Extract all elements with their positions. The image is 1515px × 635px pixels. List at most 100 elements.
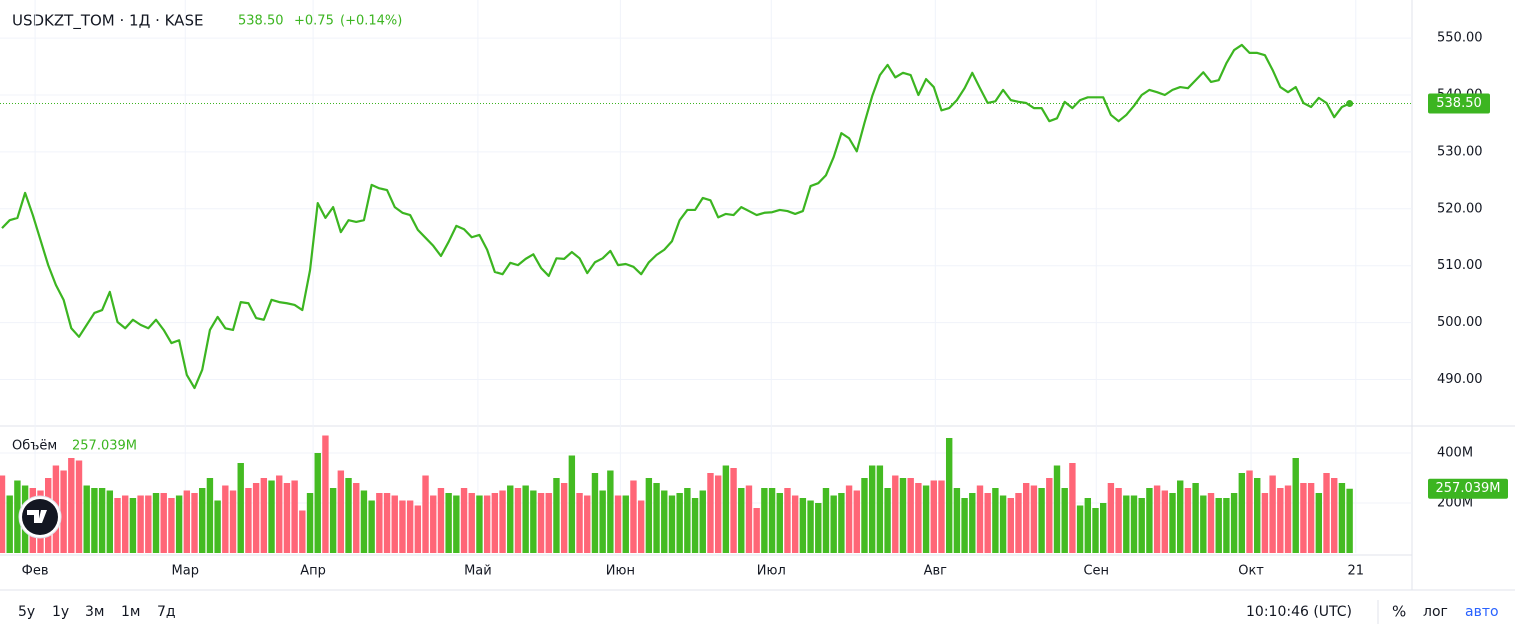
volume-bar — [714, 475, 722, 553]
volume-bar — [160, 493, 167, 553]
volume-bar — [830, 495, 837, 553]
volume-bar — [645, 478, 653, 553]
volume-bar — [999, 495, 1007, 553]
volume-bar — [730, 468, 737, 553]
volume-bar — [922, 485, 930, 553]
volume-bar — [222, 485, 229, 553]
volume-bar — [376, 493, 383, 553]
range-button[interactable]: 1у — [52, 604, 69, 620]
volume-bar — [545, 493, 552, 553]
volume-bar — [807, 500, 814, 553]
volume-bar — [984, 493, 991, 553]
volume-bar — [899, 478, 907, 553]
y-tick-label: 510.00 — [1437, 258, 1483, 273]
range-button[interactable]: 7д — [157, 604, 176, 620]
volume-bar — [414, 505, 422, 553]
volume-bar — [1315, 493, 1323, 553]
volume-bar — [930, 480, 937, 553]
volume-bar — [1130, 495, 1138, 553]
x-tick-label: Фев — [22, 564, 49, 579]
volume-bar — [1284, 485, 1292, 553]
x-tick-label: Мар — [172, 564, 199, 579]
volume-bar — [114, 498, 121, 553]
volume-bar — [68, 458, 75, 553]
volume-bar — [560, 483, 568, 553]
volume-bar — [768, 488, 776, 553]
volume-bar — [206, 478, 214, 553]
volume-bar — [1269, 475, 1276, 553]
volume-bar — [422, 475, 429, 553]
volume-bar — [152, 493, 160, 553]
volume-bar — [630, 480, 637, 553]
volume-bar — [306, 493, 314, 553]
volume-bar — [6, 495, 13, 553]
volume-bar — [661, 490, 668, 553]
x-tick-label: Май — [464, 564, 492, 579]
clock: 10:10:46 (UTC) — [1246, 604, 1352, 620]
volume-bar — [1261, 493, 1269, 553]
volume-bar — [684, 488, 691, 553]
log-toggle[interactable]: лог — [1423, 604, 1448, 620]
volume-bar — [483, 495, 491, 553]
volume-bar — [1254, 478, 1261, 553]
volume-bar — [591, 473, 599, 553]
volume-bar — [245, 488, 252, 553]
volume-bar — [691, 498, 699, 553]
volume-bar — [1200, 495, 1207, 553]
volume-bar — [499, 490, 506, 553]
volume-bar — [299, 510, 306, 553]
volume-bar — [568, 455, 576, 553]
volume-bar — [1292, 458, 1299, 553]
volume-bar — [1338, 483, 1346, 553]
x-tick-label: Окт — [1238, 564, 1264, 579]
volume-bar — [1138, 498, 1145, 553]
volume-bar — [468, 493, 475, 553]
range-button[interactable]: 5у — [18, 604, 35, 620]
percent-toggle[interactable]: % — [1392, 603, 1406, 621]
volume-bar — [1007, 498, 1014, 553]
volume-bar — [761, 488, 768, 553]
volume-bar — [283, 483, 291, 553]
volume-bar — [252, 483, 260, 553]
volume-bar — [1238, 473, 1246, 553]
volume-bar — [637, 500, 645, 553]
range-button[interactable]: 1м — [121, 604, 140, 620]
volume-bar — [460, 488, 468, 553]
x-tick-label: Апр — [300, 564, 326, 579]
volume-bar — [969, 493, 976, 553]
volume-bar — [576, 493, 583, 553]
volume-bar — [653, 483, 660, 553]
volume-bar — [599, 490, 606, 553]
volume-bar — [668, 495, 676, 553]
volume-bar — [1076, 505, 1084, 553]
volume-bar — [368, 500, 375, 553]
volume-bar — [976, 485, 984, 553]
y-tick-label: 490.00 — [1437, 372, 1483, 387]
volume-bar — [961, 498, 968, 553]
volume-bar — [0, 475, 6, 553]
x-tick-label: Авг — [924, 564, 948, 579]
volume-bar — [622, 495, 629, 553]
last-price-tag-label: 538.50 — [1436, 96, 1482, 111]
volume-bar — [1107, 483, 1115, 553]
volume-bar — [1331, 478, 1338, 553]
volume-bar — [699, 490, 706, 553]
auto-toggle[interactable]: авто — [1465, 604, 1499, 620]
volume-bar — [584, 495, 591, 553]
volume-bar — [1015, 493, 1022, 553]
range-button[interactable]: 3м — [85, 604, 104, 620]
volume-bar — [75, 460, 83, 553]
last-price-tag — [1428, 93, 1490, 114]
volume-bar — [476, 495, 483, 553]
volume-bar — [1153, 485, 1161, 553]
volume-bar — [391, 495, 398, 553]
volume-bar — [1307, 483, 1315, 553]
y-tick-label: 520.00 — [1437, 201, 1483, 216]
volume-bar — [353, 483, 360, 553]
volume-bar — [345, 478, 352, 553]
volume-bar — [183, 490, 191, 553]
volume-bar — [237, 463, 244, 553]
volume-bar — [229, 490, 237, 553]
x-tick-label: Сен — [1083, 564, 1109, 579]
